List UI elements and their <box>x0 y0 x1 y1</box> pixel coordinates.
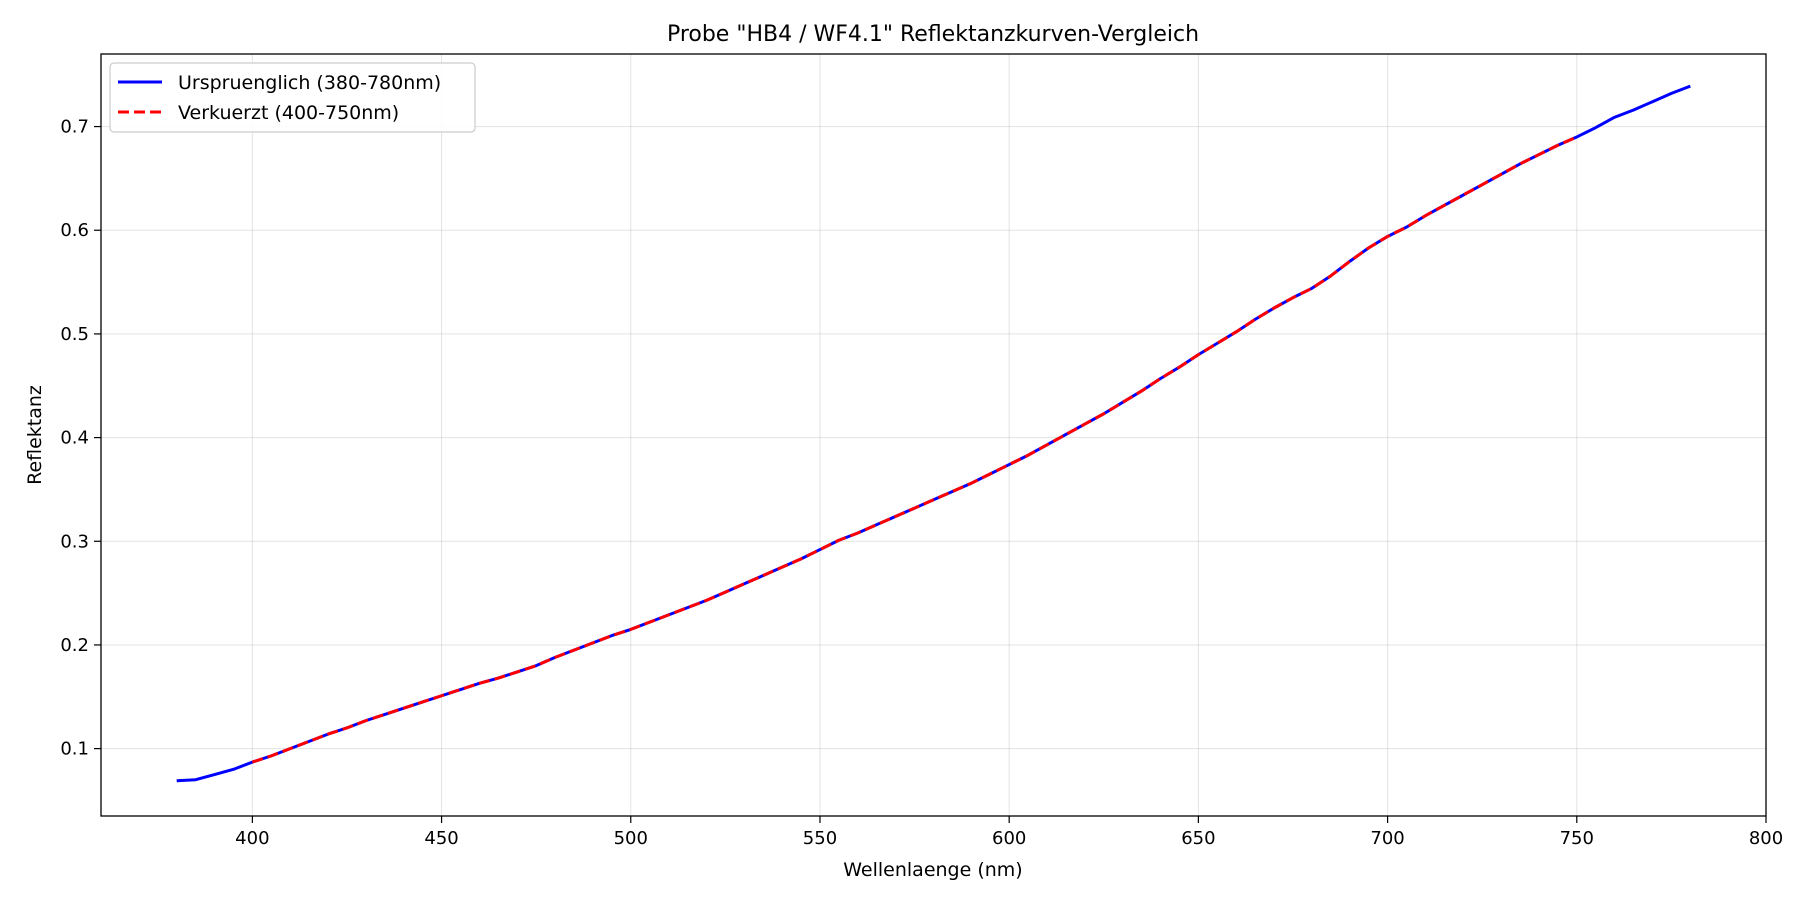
x-tick-label: 550 <box>803 828 837 849</box>
plot-area-frame <box>100 53 1767 817</box>
axis-ticks: 400 450 500 550 600 650 700 750 800 0.1 0.2 0.3 0.4 0… <box>60 117 1783 849</box>
x-tick-label: 650 <box>1181 828 1215 849</box>
x-tick-label: 750 <box>1560 828 1594 849</box>
chart-title: Probe "HB4 / WF4.1" Reflektanzkurven-Ver… <box>667 22 1199 47</box>
y-tick-label: 0.6 <box>60 220 89 241</box>
x-tick-label: 400 <box>235 828 269 849</box>
x-tick-label: 500 <box>614 828 648 849</box>
legend-box <box>109 62 476 133</box>
y-tick-label: 0.5 <box>60 324 89 345</box>
x-tick-label: 600 <box>992 828 1026 849</box>
legend-label-shortened: Verkuerzt (400-750nm) <box>178 102 399 124</box>
y-tick-label: 0.2 <box>60 635 89 656</box>
y-axis-label: Reflektanz <box>24 385 46 485</box>
y-tick-label: 0.3 <box>60 531 89 552</box>
x-tick-label: 700 <box>1370 828 1404 849</box>
series-line-shortened <box>251 135 1578 764</box>
x-axis-label: Wellenlaenge (nm) <box>843 859 1022 881</box>
y-tick-label: 0.4 <box>60 428 89 449</box>
y-tick-label: 0.1 <box>60 739 89 760</box>
x-tick-label: 800 <box>1749 828 1783 849</box>
grid <box>101 54 1767 816</box>
legend: Urspruenglich (380-780nm) Verkuerzt (400… <box>109 62 476 133</box>
legend-label-original: Urspruenglich (380-780nm) <box>178 72 441 94</box>
y-tick-label: 0.7 <box>60 117 89 138</box>
x-tick-label: 450 <box>424 828 458 849</box>
series-group <box>176 84 1691 783</box>
